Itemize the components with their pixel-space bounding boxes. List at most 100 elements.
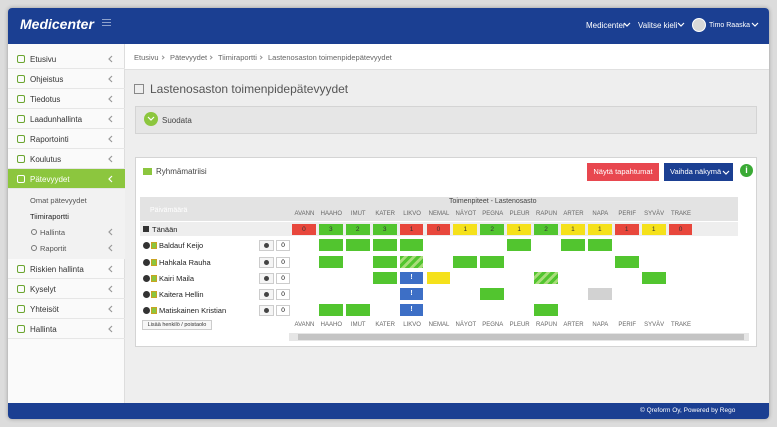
button[interactable]: Näytä tapahtumat	[587, 163, 659, 181]
column-footer: IMUT	[350, 322, 366, 328]
column-header: AVANN	[294, 211, 315, 217]
chevron	[108, 175, 113, 183]
nav-item[interactable]	[8, 69, 125, 89]
column-footer: AVANN	[294, 322, 315, 328]
avatar	[692, 18, 706, 32]
column-header: PEGNA	[482, 211, 504, 217]
menu-toggle[interactable]	[102, 19, 111, 26]
status-cell[interactable]	[480, 256, 505, 268]
status-cell[interactable]	[480, 288, 505, 300]
sub-item[interactable]: Tiimiraportti	[30, 212, 69, 221]
date-label: Päivämäärä	[150, 207, 188, 214]
nav-item[interactable]	[8, 319, 125, 339]
person-name[interactable]: Hahkala Rauha	[159, 258, 211, 267]
chevron	[623, 22, 631, 27]
count: 0	[276, 257, 290, 268]
nav-item[interactable]	[8, 129, 125, 149]
nav-item[interactable]	[8, 149, 125, 169]
breadcrumb[interactable]: Etusivu	[134, 53, 159, 62]
breadcrumb[interactable]: Tiimiraportti	[218, 53, 257, 62]
today-cell: 0	[668, 224, 693, 235]
column-footer: RAPUN	[536, 322, 558, 328]
filter-toggle	[144, 112, 158, 126]
column-footer: TRAKE	[671, 322, 692, 328]
row-flag	[151, 275, 157, 282]
status-cell[interactable]	[399, 239, 424, 251]
nav-item[interactable]	[8, 299, 125, 319]
add-person-button[interactable]: Lisää henkilö / poistaolo	[142, 320, 212, 330]
nav-item[interactable]	[8, 89, 125, 109]
status-cell[interactable]: !	[399, 288, 424, 300]
breadcrumb: Lastenosaston toimenpidepätevyydet	[268, 53, 392, 62]
today-cell: 2	[345, 224, 370, 235]
filter-panel[interactable]	[135, 106, 757, 134]
nav-item[interactable]	[8, 259, 125, 279]
button[interactable]: Vaihda näkymä	[664, 163, 733, 181]
person-name[interactable]: Kaitera Hellin	[159, 290, 204, 299]
status-cell[interactable]	[587, 288, 612, 300]
status-cell[interactable]	[399, 256, 424, 268]
nav-icon	[17, 305, 25, 313]
today-cell: 1	[561, 224, 585, 235]
sub-item[interactable]: Hallinta	[40, 228, 66, 237]
nav-item[interactable]	[8, 279, 125, 299]
status-cell[interactable]	[587, 239, 612, 251]
status-cell[interactable]	[614, 256, 639, 268]
status-cell[interactable]	[345, 304, 370, 316]
column-header: LIKVO	[403, 211, 421, 217]
title-icon	[134, 84, 144, 94]
nav-label: Pätevyydet	[30, 175, 70, 184]
status-cell[interactable]: !	[399, 304, 424, 316]
chevron	[108, 75, 113, 83]
status-cell[interactable]	[534, 272, 558, 284]
breadcrumb-bar	[125, 44, 769, 70]
status-cell[interactable]	[372, 272, 397, 284]
today-cell: 1	[614, 224, 639, 235]
user-menu[interactable]: Timo Raaska	[709, 22, 750, 29]
status-cell[interactable]	[372, 256, 397, 268]
status-cell[interactable]	[372, 239, 397, 251]
person-name[interactable]: Baldauf Keijo	[159, 241, 204, 250]
column-footer: SYVÄV	[644, 322, 665, 328]
status-cell[interactable]: !	[399, 272, 424, 284]
status-cell[interactable]	[426, 272, 451, 284]
nav-item[interactable]	[8, 49, 125, 69]
sub-item[interactable]: Omat pätevyydet	[30, 196, 87, 205]
nav-icon	[17, 175, 25, 183]
column-header: NÄYOT	[455, 211, 477, 217]
chevron	[722, 170, 730, 175]
nav-item[interactable]	[8, 109, 125, 129]
scroll-thumb[interactable]	[298, 334, 744, 340]
status-cell[interactable]	[345, 239, 370, 251]
nav-item[interactable]	[8, 169, 125, 189]
column-header: TRAKE	[671, 211, 692, 217]
person-name[interactable]: Kairi Maila	[159, 274, 195, 283]
chevron	[108, 228, 113, 236]
menu-toggle-mid	[102, 22, 111, 23]
count: 0	[276, 273, 290, 284]
nav-icon	[17, 325, 25, 333]
row-flag	[151, 291, 157, 298]
language-menu[interactable]: Valitse kieli	[638, 21, 678, 30]
row-info	[143, 259, 150, 266]
person-name[interactable]: Matiskainen Kristian	[159, 306, 227, 315]
sub-item[interactable]: Raportit	[40, 244, 67, 253]
row-info	[143, 291, 150, 298]
today-cell: 0	[292, 224, 316, 235]
column-header: NEMAL	[428, 211, 450, 217]
nav-label: Koulutus	[30, 155, 62, 164]
column-footer: HAAHO	[320, 322, 342, 328]
org-menu[interactable]: Medicenter	[586, 21, 626, 30]
nav-icon	[17, 75, 25, 83]
footer-text: © Qreform Oy, Powered by Rego	[640, 407, 736, 414]
status-cell[interactable]	[507, 239, 532, 251]
status-cell[interactable]	[641, 272, 666, 284]
info-button[interactable]: i	[740, 164, 753, 177]
status-cell[interactable]	[534, 304, 558, 316]
breadcrumb[interactable]: Pätevyydet	[170, 53, 208, 62]
status-cell[interactable]	[318, 239, 343, 251]
status-cell[interactable]	[453, 256, 478, 268]
status-cell[interactable]	[561, 239, 585, 251]
status-cell[interactable]	[318, 304, 343, 316]
status-cell[interactable]	[318, 256, 343, 268]
